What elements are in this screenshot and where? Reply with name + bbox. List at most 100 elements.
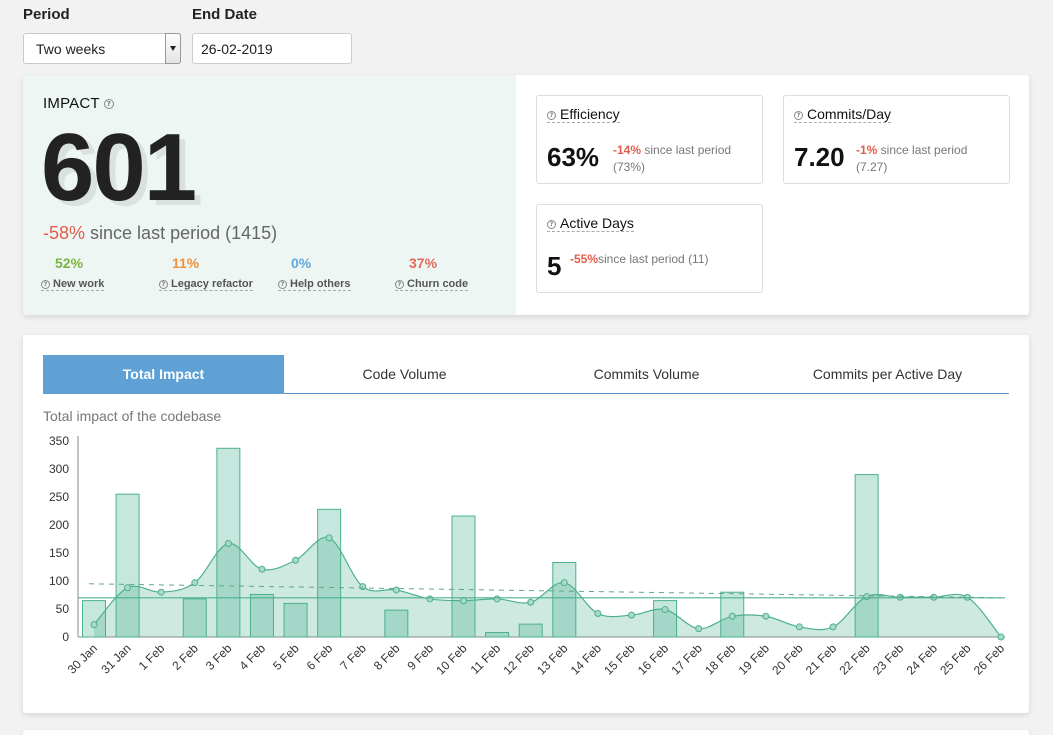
- bar: [317, 508, 342, 638]
- x-tick-label: 15 Feb: [601, 641, 638, 678]
- data-point: [157, 588, 165, 596]
- x-tick-label: 23 Feb: [870, 641, 907, 678]
- bar: [451, 515, 476, 638]
- period-select-value: Two weeks: [36, 41, 106, 57]
- data-point: [661, 606, 669, 614]
- help-icon[interactable]: ?: [103, 99, 114, 110]
- help-icon: ?: [794, 111, 803, 120]
- breakdown-label-text: New work: [53, 278, 105, 290]
- chart-tabs: Total Impact Code Volume Commits Volume …: [43, 355, 1009, 394]
- impact-line: [93, 536, 1002, 638]
- bar: [552, 562, 577, 638]
- help-icon: ?: [278, 279, 287, 289]
- bar: [518, 623, 543, 638]
- x-tick-label: 22 Feb: [836, 641, 873, 678]
- bar: [82, 600, 106, 638]
- summary-card: IMPACT ? 601 -58% since last period (141…: [23, 75, 1029, 315]
- data-point: [359, 583, 367, 591]
- bar: [249, 593, 274, 638]
- bar: [485, 632, 510, 638]
- tab-commits-volume[interactable]: Commits Volume: [593, 366, 700, 382]
- breakdown-help-others-pct: 0%: [291, 255, 312, 271]
- active-days-title-text: Active Days: [560, 215, 634, 231]
- data-point: [224, 539, 232, 547]
- x-tick-label: 10 Feb: [433, 641, 470, 678]
- commits-per-day-change-pct: -1%: [856, 143, 878, 157]
- data-point: [527, 598, 535, 606]
- y-tick-label: 200: [49, 518, 69, 532]
- x-tick-label: 12 Feb: [501, 641, 538, 678]
- help-icon: ?: [159, 279, 168, 289]
- chart-subtitle: Total impact of the codebase: [43, 408, 222, 424]
- end-date-input[interactable]: 26-02-2019: [192, 33, 352, 64]
- active-days-title[interactable]: ? Active Days: [547, 215, 634, 232]
- efficiency-change: -14% since last period (73%): [613, 142, 731, 176]
- breakdown-new-work-label[interactable]: ? New work: [41, 278, 105, 291]
- breakdown-churn-code-pct: 37%: [409, 255, 438, 271]
- end-date-label: End Date: [192, 6, 258, 23]
- data-point: [560, 579, 568, 587]
- commits-per-day-card: ? Commits/Day 7.20 -1% since last period …: [783, 95, 1010, 184]
- efficiency-card: ? Efficiency 63% -14% since last period (…: [536, 95, 763, 184]
- x-tick-label: 30 Jan: [65, 641, 100, 676]
- x-tick-label: 11 Feb: [468, 641, 504, 677]
- impact-area: [94, 537, 1001, 637]
- active-days-value: 5: [547, 251, 562, 281]
- efficiency-title-text: Efficiency: [560, 106, 620, 122]
- data-point: [997, 633, 1005, 641]
- y-tick-label: 150: [49, 546, 69, 560]
- tab-total-impact[interactable]: Total Impact: [43, 355, 284, 394]
- data-point: [695, 625, 703, 633]
- x-tick-label: 14 Feb: [568, 641, 605, 678]
- chevron-down-icon[interactable]: [165, 33, 181, 64]
- x-tick-label: 20 Feb: [769, 641, 806, 678]
- impact-panel: IMPACT ? 601 -58% since last period (141…: [23, 75, 516, 315]
- bar: [384, 609, 409, 638]
- breakdown-label-text: Legacy refactor: [171, 278, 253, 290]
- data-point: [493, 595, 501, 603]
- x-tick-label: 7 Feb: [337, 641, 369, 673]
- x-tick-label: 6 Feb: [304, 641, 336, 673]
- data-point: [90, 621, 98, 629]
- data-point: [795, 623, 803, 631]
- breakdown-legacy-refactor-label[interactable]: ? Legacy refactor: [159, 278, 253, 291]
- x-tick-label: 24 Feb: [904, 641, 941, 678]
- x-tick-label: 2 Feb: [169, 641, 201, 673]
- breakdown-new-work-pct: 52%: [55, 255, 84, 271]
- breakdown-churn-code-label[interactable]: ? Churn code: [395, 278, 469, 291]
- x-tick-label: 17 Feb: [668, 641, 705, 678]
- x-tick-label: 26 Feb: [971, 641, 1008, 678]
- impact-heading: IMPACT ?: [43, 95, 114, 112]
- data-point: [392, 586, 400, 594]
- x-tick-label: 19 Feb: [736, 641, 773, 678]
- bar: [182, 598, 207, 638]
- tab-code-volume[interactable]: Code Volume: [362, 366, 447, 382]
- efficiency-value: 63%: [547, 142, 600, 172]
- x-tick-label: 9 Feb: [404, 641, 436, 673]
- tab-commits-per-active-day[interactable]: Commits per Active Day: [812, 366, 963, 382]
- x-tick-label: 3 Feb: [203, 641, 235, 673]
- efficiency-title[interactable]: ? Efficiency: [547, 106, 620, 123]
- breakdown-help-others-label[interactable]: ? Help others: [278, 278, 351, 291]
- period-select[interactable]: Two weeks: [23, 33, 181, 64]
- x-tick-label: 1 Feb: [136, 641, 168, 673]
- x-tick-label: 31 Jan: [98, 641, 133, 676]
- impact-since-text: since last period (1415): [85, 223, 278, 243]
- period-label: Period: [23, 6, 70, 23]
- x-tick-label: 18 Feb: [702, 641, 739, 678]
- y-tick-label: 0: [62, 630, 69, 644]
- data-point: [829, 623, 837, 631]
- x-tick-label: 25 Feb: [937, 641, 974, 678]
- commits-per-day-title[interactable]: ? Commits/Day: [794, 106, 892, 123]
- y-tick-label: 100: [49, 574, 69, 588]
- y-tick-label: 350: [49, 434, 69, 448]
- commits-per-day-previous: (7.27): [856, 160, 888, 174]
- efficiency-previous: (73%): [613, 160, 646, 174]
- x-tick-label: 8 Feb: [371, 641, 403, 673]
- active-days-since: since last period (11): [598, 252, 709, 266]
- data-point: [426, 595, 434, 603]
- data-point: [627, 611, 635, 619]
- breakdown-label-text: Help others: [290, 278, 351, 290]
- commits-per-day-value: 7.20: [794, 142, 845, 172]
- help-icon: ?: [41, 279, 50, 289]
